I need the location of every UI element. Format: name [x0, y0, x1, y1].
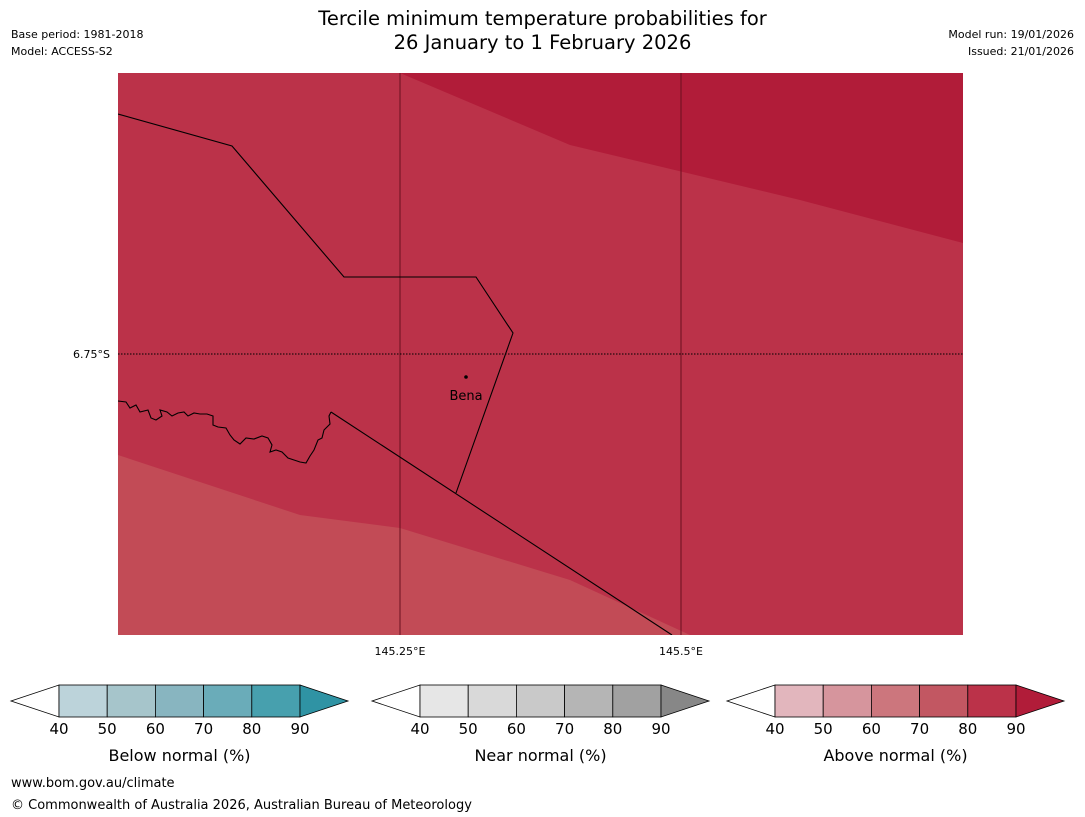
colorbar-segment — [967, 684, 1017, 718]
colorbar-segment — [467, 684, 517, 718]
model-run: Model run: 19/01/2026 — [948, 28, 1074, 41]
colorbar-tick-label: 50 — [98, 720, 117, 738]
colorbar-tick-label: 60 — [862, 720, 881, 738]
colorbar-tick-label: 90 — [1006, 720, 1025, 738]
footer: www.bom.gov.au/climate © Commonwealth of… — [11, 773, 472, 817]
colorbar-extend-low — [370, 684, 421, 718]
colorbar-label: Above normal (%) — [823, 746, 967, 765]
colorbar-tick-label: 80 — [603, 720, 622, 738]
river-boundary — [118, 400, 332, 464]
meta-right: Model run: 19/01/2026 Issued: 21/01/2026 — [948, 26, 1074, 60]
longitude-label: 145.5°E — [659, 645, 703, 658]
colorbar-segment — [419, 684, 469, 718]
base-period: Base period: 1981-2018 — [11, 28, 144, 41]
colorbar-segment — [822, 684, 872, 718]
colorbar-tick-label: 80 — [242, 720, 261, 738]
colorbar-segment — [516, 684, 566, 718]
colorbar-tick-label: 70 — [555, 720, 574, 738]
latitude-label: 6.75°S — [73, 348, 110, 361]
title-line-1: Tercile minimum temperature probabilitie… — [318, 7, 767, 30]
colorbar-tick-label: 40 — [49, 720, 68, 738]
colorbar-group: 40 50 60 70 80 90 Below normal (%) 40 50 60 70 80 90… — [9, 684, 1066, 765]
colorbar-segment — [919, 684, 969, 718]
place-marker — [464, 375, 468, 379]
place-label: Bena — [449, 389, 482, 404]
colorbar-label: Below normal (%) — [108, 746, 250, 765]
colorbar-tick-label: 80 — [958, 720, 977, 738]
boundary-line — [118, 113, 514, 494]
colorbar-segment — [106, 684, 156, 718]
colorbar-segment — [251, 684, 301, 718]
colorbar-segment — [58, 684, 108, 718]
longitude-label: 145.25°E — [375, 645, 426, 658]
colorbar-segment — [203, 684, 253, 718]
colorbar-label: Near normal (%) — [474, 746, 606, 765]
colorbar-extend-high — [299, 684, 350, 718]
colorbar-tick-label: 90 — [651, 720, 670, 738]
colorbar-segment — [871, 684, 921, 718]
colorbar-tick-label: 40 — [765, 720, 784, 738]
colorbar-tick-label: 40 — [410, 720, 429, 738]
colorbar-extend-low — [725, 684, 776, 718]
model-name: Model: ACCESS-S2 — [11, 45, 113, 58]
colorbar-tick-label: 70 — [910, 720, 929, 738]
probability-zone-70 — [118, 455, 690, 635]
colorbar-tick-label: 60 — [146, 720, 165, 738]
colorbar-segment — [612, 684, 662, 718]
colorbar-segment — [564, 684, 614, 718]
colorbar-above: 40 50 60 70 80 90 Above normal (%) — [725, 684, 1066, 765]
issued-date: Issued: 21/01/2026 — [967, 45, 1074, 58]
footer-url[interactable]: www.bom.gov.au/climate — [11, 776, 175, 791]
colorbar-tick-label: 60 — [507, 720, 526, 738]
footer-copyright: © Commonwealth of Australia 2026, Austra… — [11, 798, 472, 813]
colorbar-tick-label: 50 — [459, 720, 478, 738]
boundary-line — [330, 411, 673, 635]
colorbar-extend-low — [9, 684, 60, 718]
meta-left: Base period: 1981-2018 Model: ACCESS-S2 — [11, 26, 143, 60]
colorbar-tick-label: 90 — [290, 720, 309, 738]
colorbar-tick-label: 50 — [814, 720, 833, 738]
map-figure: Bena 6.75°S 145.25°E 145.5°E 40 50 60 70 80 9… — [9, 73, 1066, 765]
colorbar-segment — [774, 684, 824, 718]
colorbar-extend-high — [660, 684, 711, 718]
colorbar-extend-high — [1015, 684, 1066, 718]
title-line-2: 26 January to 1 February 2026 — [393, 31, 692, 54]
map-panel — [118, 73, 963, 635]
map-title: Tercile minimum temperature probabilitie… — [0, 7, 1085, 55]
colorbar-below: 40 50 60 70 80 90 Below normal (%) — [9, 684, 350, 765]
colorbar-near: 40 50 60 70 80 90 Near normal (%) — [370, 684, 711, 765]
colorbar-tick-label: 70 — [194, 720, 213, 738]
colorbar-segment — [154, 684, 204, 718]
